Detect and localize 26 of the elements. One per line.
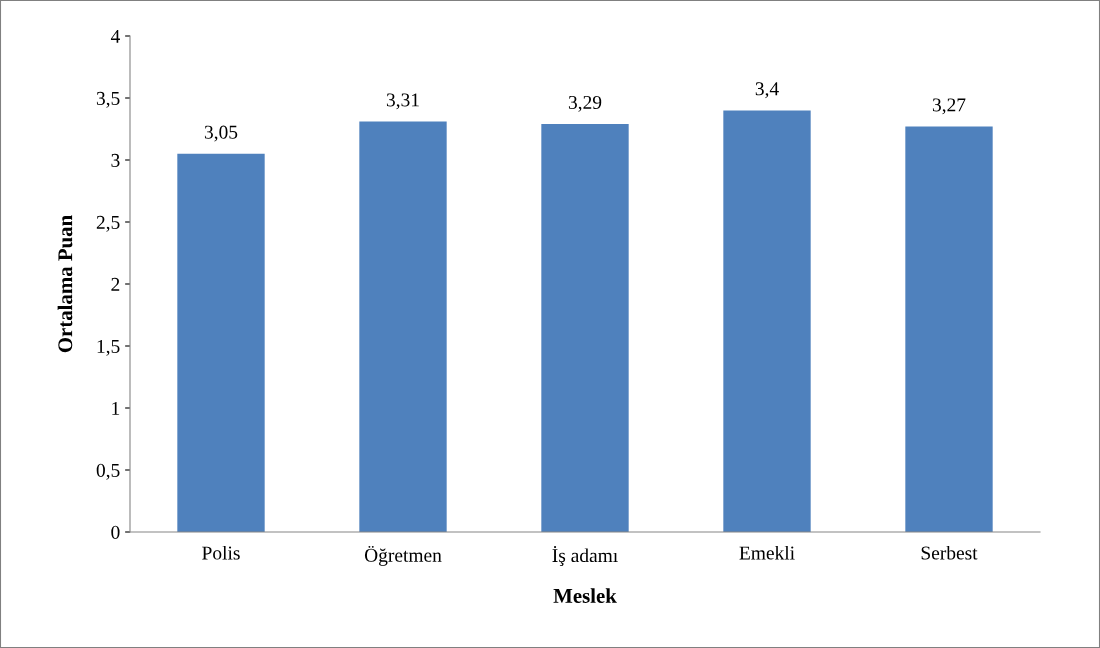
y-tick-label: 0 <box>111 525 120 539</box>
y-tick-label: 3,5 <box>96 91 120 108</box>
x-axis-title: Meslek <box>553 588 617 603</box>
y-axis-title: Ortalama Puan <box>57 215 73 353</box>
x-tick-label: Emekli <box>739 545 795 560</box>
y-tick-label: 4 <box>110 29 120 43</box>
bar <box>541 124 629 532</box>
bar <box>359 121 447 532</box>
data-label: 3,05 <box>204 125 238 142</box>
bar <box>723 110 811 532</box>
x-tick-label: Polis <box>202 545 240 560</box>
y-tick-label: 2,5 <box>96 215 120 232</box>
y-tick-label: 1 <box>112 401 120 415</box>
y-tick-label: 3 <box>111 153 120 167</box>
data-label: 3,31 <box>386 93 419 110</box>
data-label: 3,4 <box>755 82 779 99</box>
data-label: 3,27 <box>932 98 966 115</box>
bar <box>905 126 993 532</box>
x-tick-label: Serbest <box>921 545 978 560</box>
x-tick-label: Öğretmen <box>364 545 442 566</box>
bar <box>177 153 265 532</box>
y-tick-label: 2 <box>111 277 120 291</box>
data-label: 3,29 <box>568 95 602 112</box>
y-tick-label: 0,5 <box>96 463 120 480</box>
y-tick-label: 1,5 <box>97 339 120 356</box>
x-tick-label: İş adamı <box>552 545 618 567</box>
